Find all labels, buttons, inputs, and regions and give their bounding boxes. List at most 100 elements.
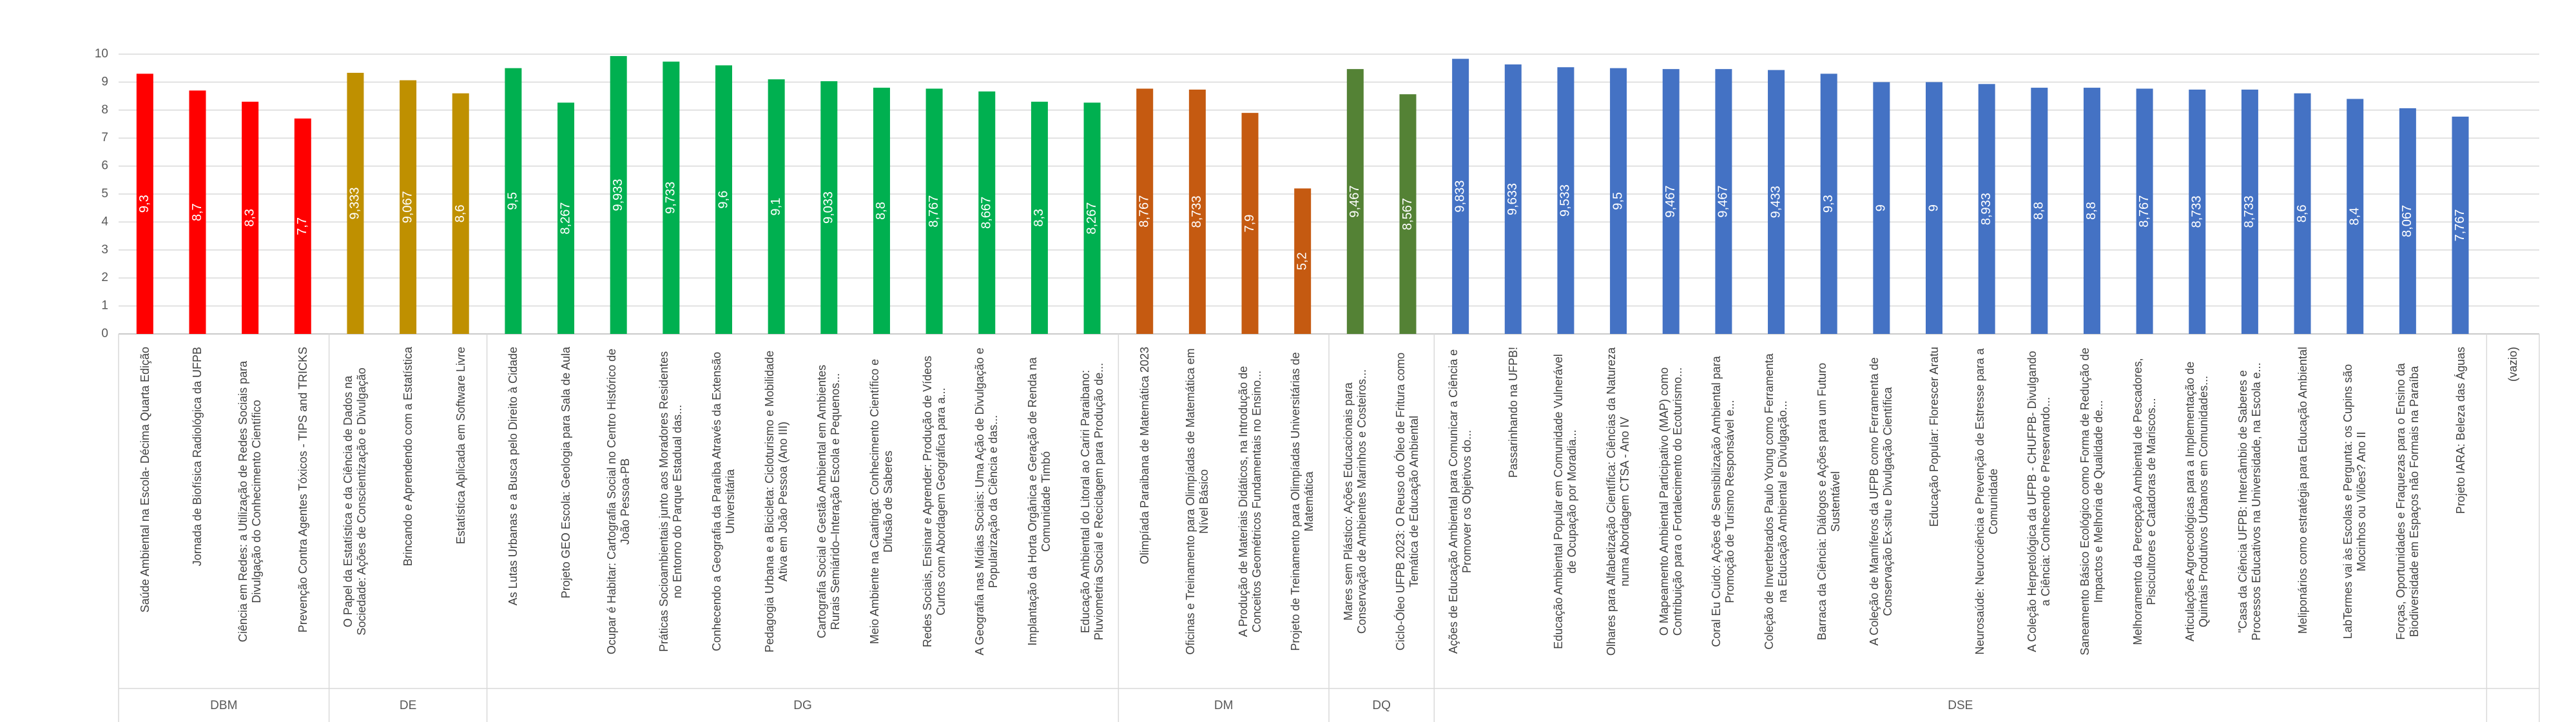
x-tick-text: Projeto IARA: Beleza das Águas (2454, 347, 2467, 514)
x-tick-text: Redes Sociais, Ensinar e Aprender: Produ… (920, 355, 947, 648)
x-tick-label: Práticas Socioambientais junto aos Morad… (650, 347, 692, 656)
x-tick-text: Saúde Ambiental na Escola- Décima Quarta… (138, 347, 151, 613)
bar (1031, 101, 1048, 334)
bar (1873, 82, 1890, 335)
value-label: 9,467 (1716, 186, 1730, 218)
bar (1399, 94, 1417, 334)
x-tick-text: Mares sem Plástico: Ações Educacionais p… (1341, 369, 1368, 634)
x-tick-text: LabTermes vai às Escolas e Pergunta: os … (2341, 364, 2368, 639)
x-tick-text: Conhecendo a Geografia da Paraíba Atravé… (710, 351, 737, 652)
x-tick-text: Ciência em Redes: a Utilização de Redes … (237, 360, 264, 643)
bar (768, 79, 785, 334)
bar (2294, 93, 2311, 334)
x-tick-text: (vazio) (2506, 347, 2519, 382)
x-tick-text: Estatística Aplicada em Software Livre (454, 347, 467, 545)
x-tick-text: A Geografia nas Mídias Sociais: Uma Ação… (973, 347, 1000, 656)
group-label: DM (1214, 699, 1234, 712)
x-tick-text: Barraca da Ciência: Diálogos e Ações par… (1815, 362, 1842, 641)
bar (1610, 68, 1627, 334)
y-tick-label: 7 (101, 131, 108, 144)
group-label: DQ (1372, 699, 1391, 712)
x-tick-label: Pedagogia Urbana e a Bicicleta: Ciclotur… (756, 347, 797, 656)
bar (2452, 116, 2469, 334)
bar (400, 80, 417, 335)
y-tick-label: 6 (101, 159, 108, 173)
y-tick-label: 4 (101, 215, 108, 228)
group-label: DE (400, 699, 416, 712)
value-label: 8,667 (980, 197, 994, 229)
bar (505, 68, 522, 334)
x-tick-text: Melhoramento da Percepção Ambiental de P… (2131, 358, 2158, 645)
bar (1083, 102, 1101, 334)
bar (715, 65, 732, 335)
bar (347, 72, 364, 334)
x-tick-label: O Papel da Estatística e da Ciência de D… (334, 347, 376, 656)
y-tick-label: 9 (101, 75, 108, 88)
x-tick-label: Olimpíada Paraibana de Matemática 2023 (1124, 347, 1165, 656)
bar (1241, 113, 1259, 334)
x-tick-label: A Produção de Materiais Didáticos, na In… (1230, 347, 1271, 656)
value-label: 9,733 (664, 182, 678, 214)
value-label: 5,2 (1295, 252, 1309, 270)
y-tick-label: 1 (101, 299, 108, 313)
value-label: 9,533 (1558, 184, 1573, 217)
bar (1768, 70, 1785, 335)
bar (189, 90, 206, 335)
value-label: 9,067 (400, 191, 414, 223)
x-tick-text: Saneamento Básico Ecológico como Forma d… (2078, 347, 2105, 656)
x-tick-text: Meliponários como estratégia para Educaç… (2296, 347, 2309, 634)
value-label: 8,4 (2347, 208, 2361, 226)
y-tick-label: 8 (101, 103, 108, 117)
x-tick-label: Articulações Agroecológicas para a Imple… (2176, 347, 2218, 656)
x-tick-label: A Coleção de Mamíferos da UFPB como Ferr… (1861, 347, 1902, 656)
x-tick-text: A Produção de Materiais Didáticos, na In… (1236, 366, 1263, 638)
x-tick-text: Práticas Socioambientais junto aos Morad… (657, 351, 684, 652)
x-tick-label: Educação Ambiental Popular em Comunidade… (1545, 347, 1586, 656)
x-tick-label: Projeto de Treinamento para Olimpíadas U… (1282, 347, 1323, 656)
bar (2189, 89, 2206, 334)
value-label: 8,767 (1137, 195, 1151, 228)
bar (1662, 69, 1680, 334)
bar (1715, 69, 1732, 334)
x-tick-label: Jornada de Biofísica Radiológica da UFPB (177, 347, 218, 656)
bar (2083, 88, 2100, 334)
x-tick-text: Projeto GEO Escola: Geologia para Sala d… (559, 347, 572, 599)
bar (1820, 73, 1837, 334)
x-tick-text: O Mapeamento Ambiental Participativo (MA… (1657, 367, 1684, 636)
x-tick-text: Oficinas e Treinamento para Olimpíadas d… (1183, 348, 1210, 655)
value-label: 9,5 (1611, 192, 1625, 210)
value-label: 9,833 (1453, 180, 1467, 213)
x-tick-label: Implantação da Horta Orgânica e Geração … (1019, 347, 1060, 656)
value-label: 9,033 (822, 191, 836, 224)
x-tick-text: A Coleção Herpetológica da UFPB - CHUFPB… (2026, 351, 2053, 652)
x-tick-label: Redes Sociais, Ensinar e Aprender: Produ… (914, 347, 955, 656)
bar (873, 88, 890, 334)
y-tick-label: 10 (95, 47, 108, 61)
value-label: 8,733 (1190, 195, 1204, 228)
bar (294, 118, 311, 334)
x-tick-label: Saúde Ambiental na Escola- Décima Quarta… (124, 347, 166, 656)
group-label: DSE (1948, 699, 1973, 712)
value-label: 9 (1926, 204, 1941, 211)
value-label: 9,467 (1663, 186, 1678, 218)
x-tick-text: Educação Popular: Florescer Aratu (1927, 347, 1941, 527)
value-label: 9,333 (348, 187, 362, 219)
x-tick-label: Ações de Educação Ambiental para Comunic… (1440, 347, 1481, 656)
value-label: 8,733 (2242, 195, 2256, 228)
x-tick-label: Brincando e Aprendendo com a Estatística (387, 347, 429, 656)
x-tick-text: Olhares para Alfabetização Científica: C… (1605, 347, 1632, 656)
x-tick-label: Conhecendo a Geografia da Paraíba Atravé… (703, 347, 744, 656)
bar (1188, 89, 1206, 334)
value-label: 8,267 (558, 202, 572, 235)
value-label: 9,3 (137, 195, 151, 213)
group-label: DG (793, 699, 812, 712)
x-tick-label: As Lutas Urbanas e a Busca pelo Direito … (492, 347, 534, 656)
x-tick-text: Passarinhando na UFPB! (1506, 347, 1520, 478)
value-label: 8,3 (242, 209, 257, 227)
x-tick-text: Ações de Educação Ambiental para Comunic… (1447, 349, 1474, 654)
bar (2399, 108, 2416, 334)
bar (1926, 82, 1942, 335)
value-label: 8,7 (190, 203, 204, 221)
